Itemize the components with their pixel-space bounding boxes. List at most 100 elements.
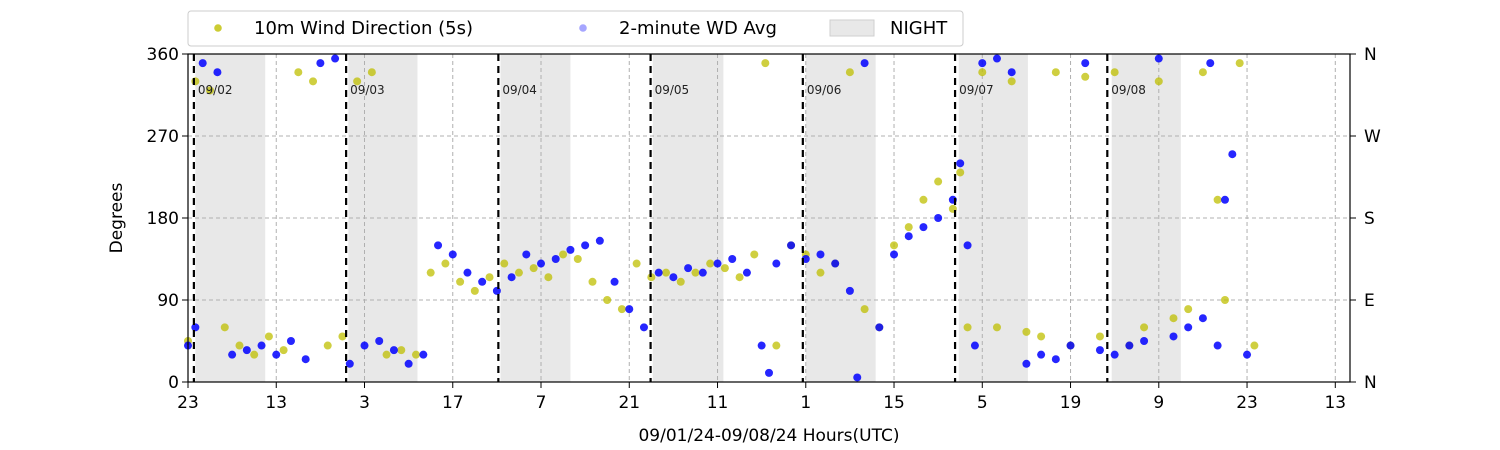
- data-point: [698, 268, 707, 277]
- data-point: [1184, 305, 1193, 314]
- data-point: [684, 264, 693, 273]
- data-point: [904, 232, 913, 241]
- y2-tick-label: N: [1364, 45, 1377, 65]
- data-point: [625, 305, 634, 314]
- data-point: [1037, 350, 1046, 359]
- legend-marker: [214, 24, 222, 32]
- data-point: [1022, 327, 1031, 336]
- data-point: [316, 59, 325, 68]
- data-point: [1110, 350, 1119, 359]
- data-point: [919, 195, 928, 204]
- data-point: [191, 323, 200, 332]
- data-point: [750, 250, 759, 259]
- data-point: [610, 277, 619, 286]
- data-point: [765, 368, 773, 377]
- day-label: 09/08: [1111, 83, 1146, 97]
- data-point: [1198, 314, 1207, 323]
- data-point: [257, 341, 266, 350]
- data-point: [1198, 68, 1207, 77]
- y-tick-label: 90: [157, 291, 179, 311]
- data-point: [860, 305, 869, 314]
- data-point: [375, 337, 384, 345]
- data-point: [529, 264, 538, 273]
- data-point: [213, 68, 222, 77]
- data-point: [845, 286, 854, 295]
- data-point: [426, 268, 435, 277]
- data-point: [522, 250, 531, 259]
- data-point: [816, 250, 825, 259]
- data-point: [706, 259, 715, 268]
- y-tick-label: 360: [147, 45, 179, 65]
- data-point: [448, 250, 457, 259]
- data-point: [853, 373, 862, 382]
- data-point: [286, 337, 295, 345]
- data-point: [1169, 314, 1178, 323]
- data-point: [603, 296, 612, 304]
- data-point: [1154, 77, 1163, 86]
- data-point: [537, 259, 546, 268]
- legend-night-swatch: [829, 19, 875, 37]
- data-point: [676, 277, 685, 286]
- data-point: [735, 273, 744, 282]
- x-tick-label: 13: [265, 393, 287, 413]
- data-point: [434, 241, 443, 250]
- data-point: [934, 214, 943, 222]
- data-point: [441, 259, 450, 268]
- data-point: [514, 268, 523, 277]
- x-tick-label: 9: [1153, 393, 1164, 413]
- data-point: [588, 277, 597, 286]
- data-point: [1169, 332, 1178, 341]
- data-point: [1213, 341, 1222, 350]
- data-point: [1213, 195, 1222, 204]
- wind-direction-avg-series: [184, 54, 1252, 382]
- data-point: [419, 350, 428, 359]
- x-tick-label: 3: [359, 393, 370, 413]
- data-point: [331, 54, 340, 63]
- data-point: [772, 259, 781, 268]
- data-point: [919, 223, 928, 232]
- data-point: [963, 241, 972, 250]
- data-point: [816, 268, 825, 277]
- legend-label: 2-minute WD Avg: [619, 18, 777, 39]
- x-tick-label: 17: [442, 393, 464, 413]
- x-tick-label: 23: [177, 393, 199, 413]
- data-point: [389, 346, 398, 355]
- day-label: 09/04: [502, 83, 537, 97]
- data-point: [1206, 59, 1215, 68]
- data-point: [978, 59, 987, 68]
- x-tick-label: 7: [536, 393, 547, 413]
- data-point: [757, 341, 766, 350]
- data-point: [228, 350, 237, 359]
- y2-tick-label: N: [1364, 373, 1377, 393]
- data-point: [411, 350, 420, 359]
- data-point: [206, 86, 215, 95]
- data-point: [485, 273, 494, 282]
- data-point: [1066, 341, 1075, 350]
- data-point: [309, 77, 318, 86]
- day-label: 09/07: [959, 83, 994, 97]
- data-point: [301, 355, 310, 364]
- data-point: [1007, 68, 1016, 77]
- data-point: [1140, 337, 1149, 345]
- data-point: [404, 359, 413, 368]
- data-point: [1125, 341, 1134, 350]
- data-point: [772, 341, 781, 350]
- data-point: [1250, 341, 1259, 350]
- x-tick-label: 23: [1236, 393, 1258, 413]
- data-point: [470, 286, 479, 295]
- data-point: [367, 68, 376, 77]
- data-point: [654, 268, 663, 277]
- data-point: [978, 68, 987, 77]
- data-point: [220, 323, 229, 332]
- day-label: 09/02: [198, 83, 233, 97]
- y2-tick-label: W: [1364, 127, 1381, 147]
- y-tick-label: 270: [147, 127, 179, 147]
- data-point: [1140, 323, 1149, 332]
- data-point: [338, 332, 347, 341]
- legend: 10m Wind Direction (5s) 2-minute WD Avg NI…: [187, 10, 964, 47]
- y-tick-label: 180: [147, 209, 179, 229]
- data-point: [934, 177, 943, 186]
- data-point: [1081, 72, 1090, 81]
- data-point: [492, 286, 501, 295]
- day-boundary-layer: 09/02 09/03 09/04 09/05 09/06 09/07 09/08: [192, 54, 1146, 382]
